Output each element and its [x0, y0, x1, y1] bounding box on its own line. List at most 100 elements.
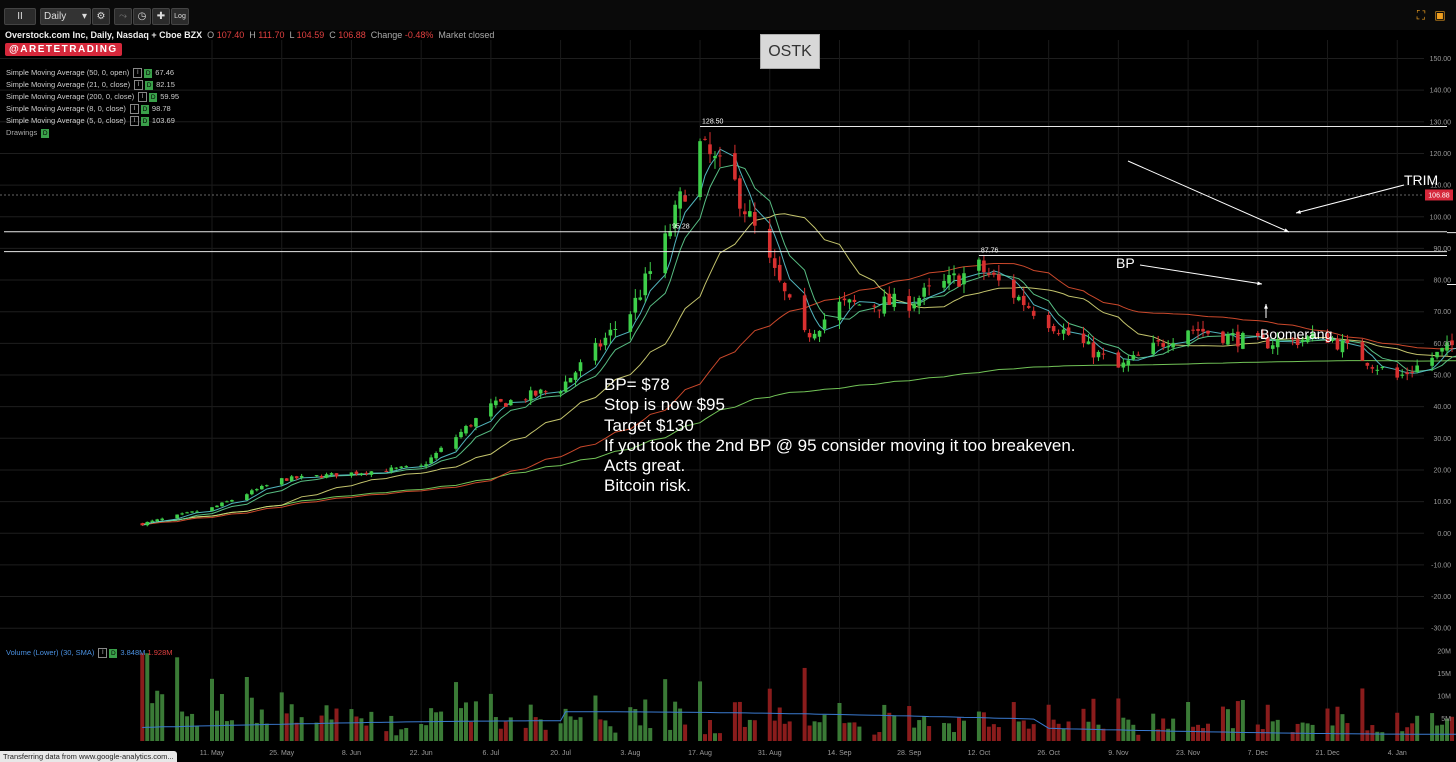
high-value: 111.70	[258, 30, 285, 40]
info-icon[interactable]: I	[129, 116, 139, 127]
info-icon[interactable]: I	[98, 648, 108, 659]
data-icon[interactable]: D	[149, 92, 158, 102]
candle-body	[533, 390, 538, 396]
crosshair-icon[interactable]: ✚	[152, 8, 170, 25]
candle-body	[464, 426, 468, 434]
data-icon[interactable]: D	[109, 648, 118, 658]
log-scale-button[interactable]: Log	[171, 8, 189, 25]
volume-bar	[1016, 721, 1021, 741]
candle-body	[1450, 340, 1454, 346]
volume-bar	[717, 733, 722, 741]
candle-body	[459, 431, 463, 438]
camera-icon[interactable]: ▣	[1434, 8, 1446, 22]
drawings-row[interactable]: Drawings D	[6, 127, 50, 138]
candle-body	[434, 452, 438, 459]
volume-bar	[329, 719, 334, 741]
candle-body	[225, 501, 229, 503]
last-price-tag	[1425, 189, 1453, 201]
candle-body	[1415, 365, 1419, 373]
volume-bar	[952, 732, 957, 741]
candle-body	[987, 272, 991, 275]
candle-body	[264, 485, 269, 487]
candle-body	[1136, 354, 1141, 356]
open-label: O	[207, 30, 215, 40]
candle-body	[324, 474, 329, 478]
interval-select[interactable]: Daily ▾	[40, 8, 91, 25]
volume-bar	[1400, 731, 1405, 741]
y-axis-ticks: 150.00 140.00 130.00 120.00 110.00 100.00 90.0…	[1430, 56, 1452, 723]
volume-bar	[459, 708, 463, 741]
candle-body	[743, 211, 747, 215]
info-icon[interactable]: I	[133, 68, 143, 79]
y-tick-label: 70.00	[1433, 309, 1451, 316]
candle-body	[1206, 330, 1210, 334]
volume-bar	[1445, 718, 1450, 741]
volume-bar	[503, 721, 508, 741]
info-icon[interactable]: I	[138, 92, 148, 103]
volume-bar	[1325, 708, 1330, 741]
data-icon[interactable]: D	[41, 128, 50, 138]
candle-body	[424, 464, 428, 466]
indicator-sma50[interactable]: Simple Moving Average (50, 0, open) I D 67.…	[6, 67, 174, 79]
chart-title: Overstock.com Inc, Daily, Nasdaq + Cboe …	[5, 30, 203, 40]
x-tick-label: 8. Jun	[342, 750, 361, 757]
info-icon[interactable]: I	[129, 104, 139, 115]
level-label: 95.28	[672, 224, 690, 231]
x-tick-label: 28. Sep	[897, 750, 921, 757]
volume-bar	[1101, 728, 1106, 741]
candle-body	[1345, 339, 1350, 344]
y-tick-label: 130.00	[1430, 119, 1452, 126]
volume-bar	[1201, 728, 1206, 741]
candle-body	[1275, 339, 1280, 348]
sma-200-line	[142, 360, 1456, 526]
volume-bar	[1011, 702, 1016, 741]
volume-bar	[678, 708, 683, 741]
x-tick-label: 31. Aug	[758, 750, 782, 757]
volume-legend[interactable]: Volume (Lower) (30, SMA) I D 3.848M 1.928M	[6, 647, 173, 659]
candle-body	[429, 457, 433, 464]
candle-body	[917, 298, 921, 306]
fullscreen-icon[interactable]: ⛶	[1416, 8, 1426, 22]
indicator-value: 98.78	[151, 104, 171, 113]
volume-bar	[264, 723, 269, 741]
compare-icon[interactable]: ⤳	[114, 8, 132, 25]
moving-average-lines	[142, 148, 1456, 526]
info-icon[interactable]: I	[134, 80, 144, 91]
y-tick-label: -20.00	[1431, 594, 1451, 601]
interval-value: Daily	[44, 11, 67, 22]
candle-body	[1236, 331, 1240, 347]
candle-body	[1061, 329, 1066, 334]
chevron-down-icon: ▾	[81, 11, 87, 22]
volume-bar	[1096, 724, 1101, 741]
candle-body	[220, 502, 224, 507]
candle-body	[1166, 346, 1170, 348]
volume-bar	[1450, 716, 1455, 741]
candle-body	[419, 465, 423, 467]
data-icon[interactable]: D	[140, 104, 149, 114]
candle-body	[1016, 296, 1021, 301]
volume-bar	[1061, 728, 1066, 741]
volume-bar	[703, 734, 708, 741]
indicator-sma21[interactable]: Simple Moving Average (21, 0, close) I D 82…	[6, 79, 175, 91]
indicator-sma200[interactable]: Simple Moving Average (200, 0, close) I D 5…	[6, 91, 179, 103]
gear-icon[interactable]: ⚙	[92, 8, 110, 25]
toolbar: II Daily ▾ ⚙ ⤳ ◷ ✚ Log ⛶ ▣	[0, 0, 1456, 30]
volume-bar	[882, 704, 887, 741]
candle-body	[185, 512, 189, 514]
pause-button[interactable]: II	[4, 8, 36, 25]
data-icon[interactable]: D	[140, 116, 149, 126]
volume-bar	[603, 720, 608, 741]
candle-body	[982, 260, 986, 273]
clock-icon[interactable]: ◷	[133, 8, 151, 25]
volume-bar	[1395, 712, 1400, 741]
data-icon[interactable]: D	[145, 80, 154, 90]
volume-bar	[1191, 726, 1196, 741]
candle-body	[1021, 295, 1026, 306]
indicator-sma5[interactable]: Simple Moving Average (5, 0, close) I D 103…	[6, 115, 175, 127]
candle-body	[155, 519, 160, 522]
indicator-name: Simple Moving Average (50, 0, open)	[6, 68, 130, 77]
indicator-sma8[interactable]: Simple Moving Average (8, 0, close) I D 98.…	[6, 103, 171, 115]
volume-bar	[767, 688, 772, 741]
data-icon[interactable]: D	[144, 68, 153, 78]
